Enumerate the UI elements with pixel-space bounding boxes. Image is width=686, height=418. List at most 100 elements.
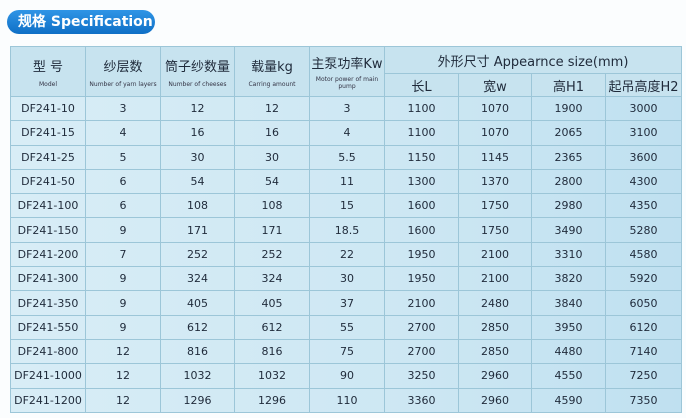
table-row: DF241-100 6 108 108 15 1600 1750 2980 4350	[10, 193, 682, 219]
cell-load: 30	[234, 144, 310, 170]
cell-lift-height: 7250	[605, 363, 682, 389]
cell-pump: 30	[309, 266, 385, 292]
cell-cheeses: 405	[160, 290, 235, 316]
table-row: DF241-200 7 252 252 22 1950 2100 3310 4580	[10, 241, 682, 268]
cell-height: 2980	[531, 193, 606, 219]
cell-height: 4550	[531, 363, 606, 389]
cell-pump: 22	[309, 241, 385, 268]
cell-model: DF241-25	[10, 144, 86, 170]
cell-height: 3490	[531, 217, 606, 243]
cell-load: 54	[234, 168, 310, 195]
cell-height: 3840	[531, 290, 606, 316]
cell-layers: 4	[85, 120, 161, 146]
cell-length: 1950	[384, 241, 459, 268]
cell-width: 2480	[458, 290, 532, 316]
cell-layers: 9	[85, 266, 161, 292]
header-load: 载量kg Carring amount	[234, 46, 310, 97]
cell-cheeses: 16	[160, 120, 235, 146]
cell-width: 2100	[458, 266, 532, 292]
cell-length: 3250	[384, 363, 459, 389]
cell-model: DF241-50	[10, 168, 86, 195]
cell-load: 12	[234, 95, 310, 122]
table-row: DF241-15 4 16 16 4 1100 1070 2065 3100	[10, 120, 682, 146]
cell-model: DF241-100	[10, 193, 86, 219]
cell-layers: 5	[85, 144, 161, 170]
cell-model: DF241-1200	[10, 387, 86, 413]
header-cheeses: 筒子纱数量 Number of cheeses	[160, 46, 235, 97]
cell-load: 1296	[234, 387, 310, 413]
cell-width: 2100	[458, 241, 532, 268]
header-size: 外形尺寸 Appearnce size(mm)	[384, 46, 682, 74]
cell-pump: 5.5	[309, 144, 385, 170]
cell-length: 3360	[384, 387, 459, 413]
section-title: 规格 Specification	[7, 10, 155, 34]
cell-cheeses: 54	[160, 168, 235, 195]
cell-width: 1145	[458, 144, 532, 170]
cell-pump: 4	[309, 120, 385, 146]
cell-height: 3310	[531, 241, 606, 268]
cell-cheeses: 324	[160, 266, 235, 292]
table-row: DF241-50 6 54 54 11 1300 1370 2800 4300	[10, 168, 682, 195]
cell-height: 4590	[531, 387, 606, 413]
cell-layers: 12	[85, 387, 161, 413]
cell-lift-height: 4300	[605, 168, 682, 195]
cell-load: 252	[234, 241, 310, 268]
cell-cheeses: 816	[160, 338, 235, 365]
cell-width: 2850	[458, 314, 532, 340]
cell-pump: 18.5	[309, 217, 385, 243]
cell-layers: 6	[85, 193, 161, 219]
cell-model: DF241-150	[10, 217, 86, 243]
cell-length: 1100	[384, 95, 459, 122]
cell-layers: 9	[85, 314, 161, 340]
cell-lift-height: 7140	[605, 338, 682, 365]
cell-load: 1032	[234, 363, 310, 389]
table-row: DF241-10 3 12 12 3 1100 1070 1900 3000	[10, 95, 682, 122]
cell-height: 1900	[531, 95, 606, 122]
cell-pump: 75	[309, 338, 385, 365]
cell-length: 2700	[384, 338, 459, 365]
cell-cheeses: 612	[160, 314, 235, 340]
cell-cheeses: 12	[160, 95, 235, 122]
cell-lift-height: 7350	[605, 387, 682, 413]
cell-pump: 55	[309, 314, 385, 340]
cell-pump: 110	[309, 387, 385, 413]
table-row: DF241-1000 12 1032 1032 90 3250 2960 4550 7250	[10, 363, 682, 389]
cell-lift-height: 3100	[605, 120, 682, 146]
cell-width: 2960	[458, 387, 532, 413]
header-model: 型 号 Model	[10, 46, 86, 97]
cell-pump: 3	[309, 95, 385, 122]
cell-layers: 12	[85, 363, 161, 389]
cell-layers: 3	[85, 95, 161, 122]
cell-width: 1750	[458, 217, 532, 243]
header-pump: 主泵功率Kw Motor power of main pump	[309, 46, 385, 97]
cell-layers: 6	[85, 168, 161, 195]
cell-model: DF241-550	[10, 314, 86, 340]
cell-length: 1150	[384, 144, 459, 170]
cell-height: 4480	[531, 338, 606, 365]
cell-length: 1600	[384, 217, 459, 243]
cell-width: 1750	[458, 193, 532, 219]
header-width: 宽w	[458, 73, 532, 97]
cell-lift-height: 3600	[605, 144, 682, 170]
cell-pump: 37	[309, 290, 385, 316]
cell-lift-height: 4580	[605, 241, 682, 268]
table-row: DF241-300 9 324 324 30 1950 2100 3820 5920	[10, 266, 682, 292]
cell-length: 2700	[384, 314, 459, 340]
cell-height: 2365	[531, 144, 606, 170]
cell-load: 816	[234, 338, 310, 365]
cell-pump: 90	[309, 363, 385, 389]
cell-width: 1070	[458, 95, 532, 122]
cell-length: 1300	[384, 168, 459, 195]
table-row: DF241-150 9 171 171 18.5 1600 1750 3490 5280	[10, 217, 682, 243]
cell-lift-height: 5920	[605, 266, 682, 292]
cell-model: DF241-1000	[10, 363, 86, 389]
cell-width: 2850	[458, 338, 532, 365]
cell-load: 324	[234, 266, 310, 292]
cell-model: DF241-10	[10, 95, 86, 122]
cell-lift-height: 3000	[605, 95, 682, 122]
cell-lift-height: 6050	[605, 290, 682, 316]
cell-height: 3820	[531, 266, 606, 292]
cell-lift-height: 6120	[605, 314, 682, 340]
cell-length: 2100	[384, 290, 459, 316]
cell-layers: 12	[85, 338, 161, 365]
